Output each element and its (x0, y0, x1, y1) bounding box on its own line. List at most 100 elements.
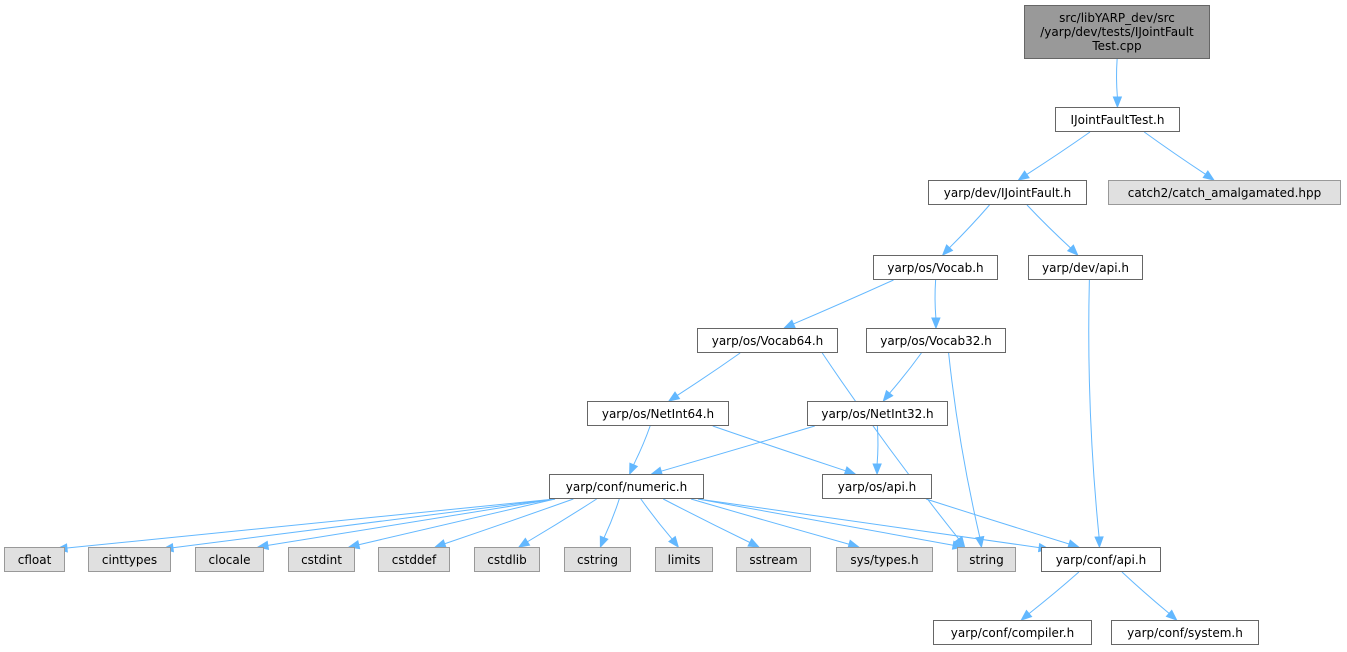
node-label: IJointFaultTest.h (1070, 112, 1165, 127)
edge-netint64-to-numeric (633, 425, 651, 466)
node-vocab64[interactable]: yarp/os/Vocab64.h (697, 328, 838, 353)
edge-numeric-to-cinttypes (172, 498, 556, 549)
node-label: catch2/catch_amalgamated.hpp (1127, 185, 1322, 200)
node-root[interactable]: src/libYARP_dev/src/yarp/dev/tests/IJoin… (1024, 5, 1210, 59)
edge-ijf-to-vocab (949, 204, 990, 249)
edge-netint32-to-osapi (876, 425, 879, 465)
arrowhead-icon (1020, 609, 1033, 621)
arrowhead-icon (747, 538, 761, 548)
node-ijft[interactable]: IJointFaultTest.h (1055, 107, 1180, 132)
edge-vocab-to-vocab64 (793, 279, 894, 325)
node-cstdint: cstdint (288, 547, 355, 572)
node-netint64[interactable]: yarp/os/NetInt64.h (587, 401, 729, 426)
edge-devapi-to-confapi (1088, 279, 1100, 538)
node-label: yarp/os/Vocab.h (887, 260, 984, 275)
edge-ijft-to-ijf (1026, 131, 1091, 175)
arrowhead-icon (1112, 96, 1123, 109)
node-label: yarp/os/Vocab32.h (880, 333, 992, 348)
node-system[interactable]: yarp/conf/system.h (1111, 620, 1259, 645)
node-cfloat: cfloat (4, 547, 65, 572)
edge-numeric-to-cstdlib (527, 498, 597, 543)
node-label: limits (667, 552, 701, 567)
edge-numeric-to-string (697, 498, 954, 546)
node-cstddef: cstddef (378, 547, 450, 572)
arrowhead-icon (882, 389, 894, 403)
edge-ijft-to-catch2 (1143, 131, 1206, 175)
node-label: yarp/conf/numeric.h (565, 479, 688, 494)
node-string: string (957, 547, 1016, 572)
arrowhead-icon (1094, 536, 1104, 549)
node-vocab32[interactable]: yarp/os/Vocab32.h (866, 328, 1006, 353)
edge-root-to-ijft (1116, 58, 1118, 98)
node-numeric[interactable]: yarp/conf/numeric.h (549, 474, 704, 499)
arrowhead-icon (1066, 244, 1079, 256)
edge-numeric-to-clocale (267, 498, 556, 546)
node-label: yarp/os/NetInt64.h (601, 406, 715, 421)
node-label: yarp/os/Vocab64.h (711, 333, 824, 348)
node-label: yarp/conf/api.h (1055, 552, 1147, 567)
arrowhead-icon (954, 535, 966, 549)
node-label: cinttypes (101, 552, 158, 567)
node-label: src/libYARP_dev/src/yarp/dev/tests/IJoin… (1040, 11, 1194, 53)
node-label: string (969, 552, 1004, 567)
edge-vocab32-to-string (948, 352, 981, 538)
node-devapi[interactable]: yarp/dev/api.h (1028, 255, 1143, 280)
node-confapi[interactable]: yarp/conf/api.h (1041, 547, 1161, 572)
edge-numeric-to-limits (640, 498, 673, 540)
node-label: cstdint (301, 552, 342, 567)
node-label: yarp/os/NetInt32.h (821, 406, 934, 421)
node-sstream: sstream (736, 547, 811, 572)
node-label: cstddef (391, 552, 437, 567)
edge-vocab32-to-netint32 (889, 352, 922, 394)
arrowhead-icon (629, 462, 639, 476)
node-limits: limits (655, 547, 713, 572)
edge-osapi-to-confapi (925, 498, 1070, 545)
node-osapi[interactable]: yarp/os/api.h (822, 474, 932, 499)
edge-numeric-to-sstream (663, 498, 751, 543)
node-cstring: cstring (564, 547, 631, 572)
edge-confapi-to-system (1121, 571, 1170, 614)
arrowhead-icon (941, 244, 954, 256)
node-cstdlib: cstdlib (474, 547, 540, 572)
edge-vocab64-to-netint64 (676, 352, 741, 396)
edge-numeric-to-systypes (690, 498, 850, 545)
node-label: yarp/conf/system.h (1127, 625, 1243, 640)
node-systypes: sys/types.h (836, 547, 933, 572)
node-label: yarp/os/api.h (837, 479, 917, 494)
node-vocab[interactable]: yarp/os/Vocab.h (873, 255, 998, 280)
node-label: sstream (749, 552, 798, 567)
node-clocale: clocale (195, 547, 264, 572)
edge-numeric-to-cstring (603, 498, 620, 538)
edge-vocab64-to-string (821, 352, 960, 540)
arrowhead-icon (1165, 609, 1178, 621)
arrowhead-icon (783, 319, 796, 329)
edge-numeric-to-cstddef (444, 498, 574, 545)
arrowhead-icon (517, 537, 531, 548)
node-ijf[interactable]: yarp/dev/IJointFault.h (928, 180, 1087, 205)
arrowhead-icon (599, 535, 609, 549)
edge-ijf-to-devapi (1026, 204, 1071, 249)
edge-confapi-to-compiler (1028, 571, 1080, 614)
node-label: clocale (208, 552, 251, 567)
arrowhead-icon (872, 463, 882, 476)
edge-vocab-to-vocab32 (934, 279, 937, 319)
arrowhead-icon (1017, 170, 1030, 181)
arrowhead-icon (668, 535, 680, 549)
edge-numeric-to-cstdint (358, 498, 556, 546)
edge-netint32-to-numeric (661, 425, 815, 472)
node-label: sys/types.h (850, 552, 919, 567)
node-label: cstdlib (487, 552, 527, 567)
arrowhead-icon (975, 535, 985, 549)
node-label: cfloat (17, 552, 52, 567)
node-label: yarp/conf/compiler.h (950, 625, 1075, 640)
node-catch2: catch2/catch_amalgamated.hpp (1108, 180, 1341, 205)
node-compiler[interactable]: yarp/conf/compiler.h (933, 620, 1092, 645)
arrowhead-icon (931, 317, 941, 330)
edge-netint64-to-osapi (712, 425, 846, 472)
node-label: yarp/dev/IJointFault.h (943, 185, 1072, 200)
edge-numeric-to-confapi (697, 498, 1040, 549)
arrowhead-icon (667, 391, 681, 402)
edge-numeric-to-cfloat (66, 498, 556, 549)
node-netint32[interactable]: yarp/os/NetInt32.h (807, 401, 948, 426)
